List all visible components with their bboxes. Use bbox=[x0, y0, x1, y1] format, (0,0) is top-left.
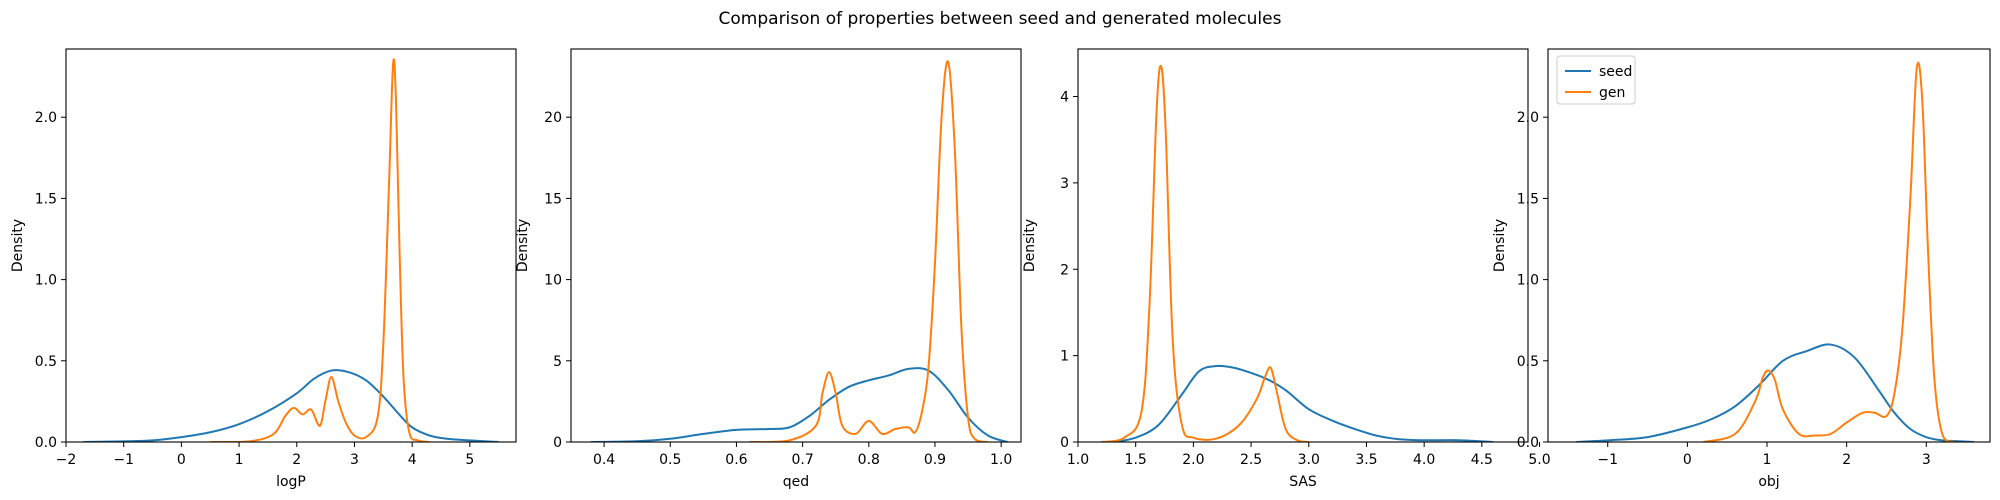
y-tick-label: 1.0 bbox=[35, 273, 57, 289]
plot-frame bbox=[1077, 48, 1529, 443]
x-axis-label: logP bbox=[276, 474, 306, 490]
x-tick-label: −2 bbox=[56, 452, 77, 468]
x-tick-label: 3 bbox=[350, 452, 359, 468]
chart-panel-4: −1 0 1 2 3 0.0 0.5 1.0 1.5 2.0 obj Density seed gen bbox=[1492, 48, 1991, 490]
x-tick-label: 4 bbox=[408, 452, 417, 468]
x-tick-label: 1 bbox=[235, 452, 244, 468]
y-axis-label: Density bbox=[1022, 219, 1038, 272]
y-tick-label: 0 bbox=[1060, 435, 1069, 451]
x-tick-label: 0.4 bbox=[593, 452, 615, 468]
y-tick-label: 15 bbox=[544, 191, 562, 207]
x-tick-label: 2.0 bbox=[1182, 452, 1204, 468]
legend: seed gen bbox=[1556, 55, 1636, 105]
y-tick-label: 0.5 bbox=[1517, 354, 1539, 370]
x-tick-label: 5 bbox=[465, 452, 474, 468]
chart-panel-3: 1.0 1.5 2.0 2.5 3.0 3.5 4.0 4.5 5.0 0 1 2 3 4 SAS Densi… bbox=[1022, 48, 1551, 490]
series-line-gen bbox=[1100, 64, 1309, 442]
series-line-seed bbox=[83, 369, 499, 442]
legend-label-seed: seed bbox=[1599, 64, 1632, 80]
plot-frame bbox=[570, 48, 1022, 443]
plot-frame bbox=[65, 48, 517, 443]
y-tick-label: 4 bbox=[1060, 90, 1069, 106]
x-tick-label: 2 bbox=[292, 452, 301, 468]
x-tick-label: 3 bbox=[1922, 452, 1931, 468]
x-tick-label: −1 bbox=[113, 452, 134, 468]
y-axis-label: Density bbox=[1492, 219, 1508, 272]
x-axis-label: SAS bbox=[1289, 474, 1317, 490]
y-tick-label: 3 bbox=[1060, 176, 1069, 192]
series-line-gen bbox=[1703, 61, 1955, 442]
x-tick-label: 1.5 bbox=[1125, 452, 1147, 468]
y-tick-label: 0.0 bbox=[35, 435, 57, 451]
x-tick-label: 0 bbox=[177, 452, 186, 468]
x-tick-label: 1.0 bbox=[990, 452, 1012, 468]
x-tick-label: 0.9 bbox=[924, 452, 946, 468]
y-tick-label: 1 bbox=[1060, 349, 1069, 365]
x-tick-label: 5.0 bbox=[1528, 452, 1550, 468]
x-axis-label: qed bbox=[783, 474, 809, 490]
x-tick-label: 2.5 bbox=[1240, 452, 1262, 468]
legend-label-gen: gen bbox=[1599, 85, 1625, 101]
y-tick-label: 10 bbox=[544, 273, 562, 289]
y-tick-label: 2 bbox=[1060, 262, 1069, 278]
x-tick-label: 3.0 bbox=[1298, 452, 1320, 468]
y-tick-label: 20 bbox=[544, 110, 562, 126]
y-axis-label: Density bbox=[10, 219, 26, 272]
y-tick-label: 0.5 bbox=[35, 354, 57, 370]
series-line-gen bbox=[210, 58, 430, 442]
chart-panel-1: −2 −1 0 1 2 3 4 5 0.0 0.5 1.0 1.5 2.0 logP Density bbox=[10, 48, 517, 490]
y-tick-label: 0 bbox=[553, 435, 562, 451]
y-tick-label: 1.0 bbox=[1517, 273, 1539, 289]
series-line-seed bbox=[590, 367, 1009, 442]
x-tick-label: 2 bbox=[1842, 452, 1851, 468]
series-line-seed bbox=[1575, 343, 1975, 442]
figure-title: Comparison of properties between seed an… bbox=[719, 9, 1282, 29]
x-tick-label: −1 bbox=[1597, 452, 1618, 468]
y-tick-label: 1.5 bbox=[35, 191, 57, 207]
chart-panel-2: 0.4 0.5 0.6 0.7 0.8 0.9 1.0 0 5 10 15 20 qed Density bbox=[515, 48, 1022, 490]
x-tick-label: 1.0 bbox=[1067, 452, 1089, 468]
x-tick-label: 0.7 bbox=[791, 452, 813, 468]
series-line-seed bbox=[1112, 364, 1494, 442]
y-tick-label: 1.5 bbox=[1517, 191, 1539, 207]
x-tick-label: 0.5 bbox=[659, 452, 681, 468]
x-tick-label: 3.5 bbox=[1355, 452, 1377, 468]
x-tick-label: 4.5 bbox=[1471, 452, 1493, 468]
x-tick-label: 4.0 bbox=[1413, 452, 1435, 468]
x-tick-label: 0.8 bbox=[858, 452, 880, 468]
series-line-gen bbox=[749, 60, 989, 442]
plot-frame bbox=[1547, 48, 1991, 443]
y-tick-label: 5 bbox=[553, 354, 562, 370]
y-tick-label: 0.0 bbox=[1517, 435, 1539, 451]
y-tick-label: 2.0 bbox=[1517, 110, 1539, 126]
x-tick-label: 0.6 bbox=[725, 452, 747, 468]
x-tick-label: 1 bbox=[1763, 452, 1772, 468]
y-tick-label: 2.0 bbox=[35, 110, 57, 126]
x-tick-label: 0 bbox=[1683, 452, 1692, 468]
y-axis-label: Density bbox=[515, 219, 531, 272]
x-axis-label: obj bbox=[1758, 474, 1779, 490]
